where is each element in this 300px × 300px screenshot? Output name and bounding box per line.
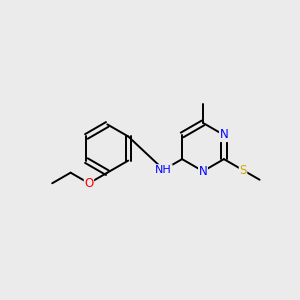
Text: NH: NH xyxy=(155,165,172,175)
Text: N: N xyxy=(220,128,228,142)
Text: O: O xyxy=(84,177,94,190)
Text: N: N xyxy=(199,165,207,178)
Text: S: S xyxy=(239,164,247,177)
